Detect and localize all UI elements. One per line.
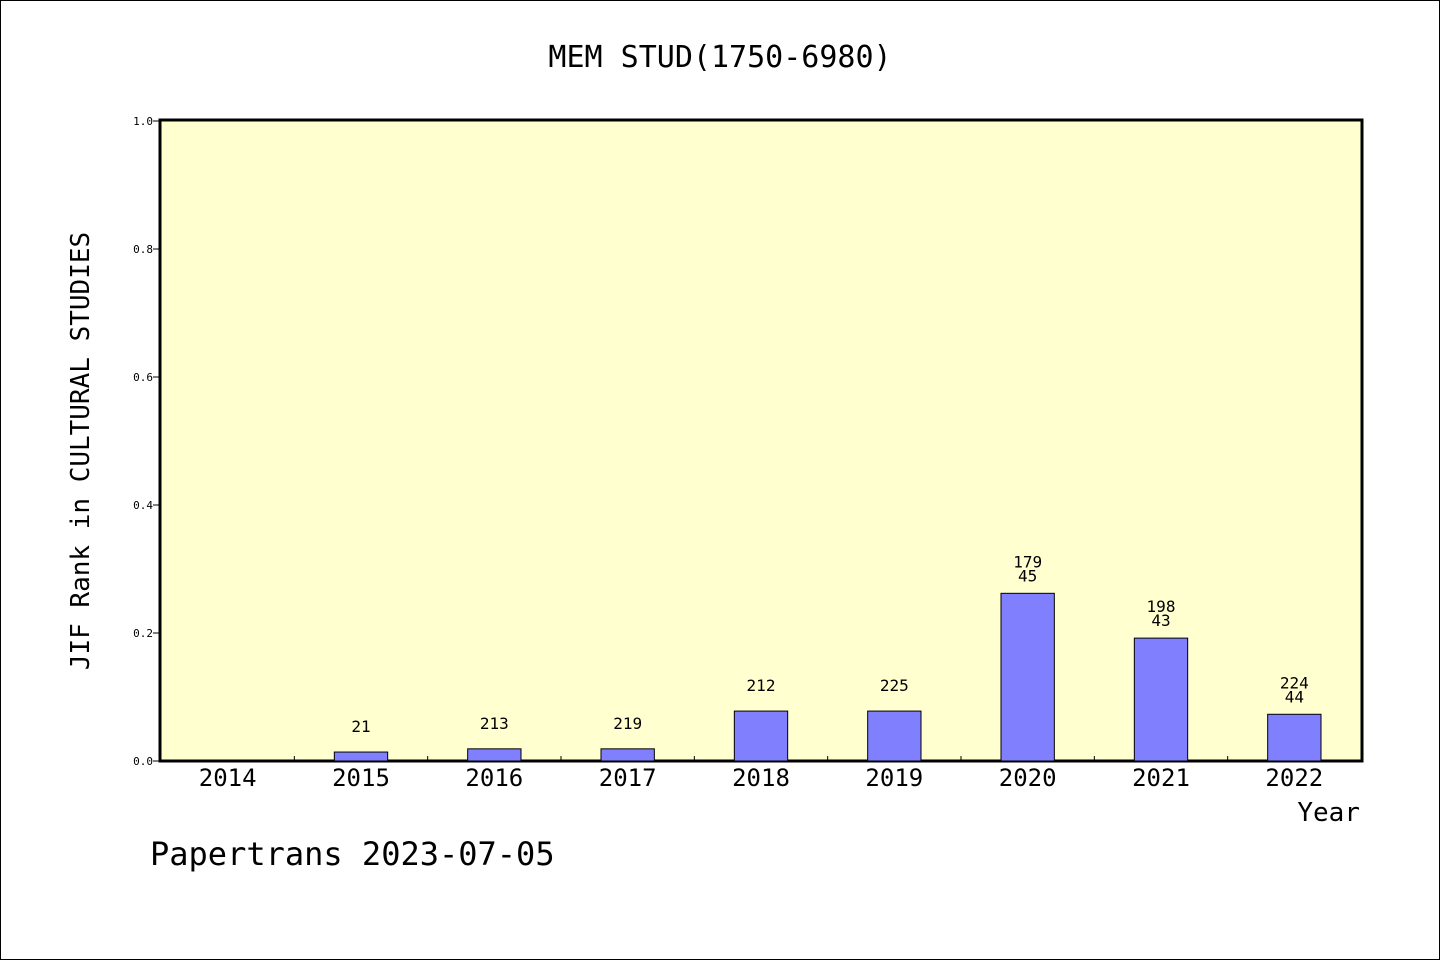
bar-2017: [600, 748, 655, 762]
bar-2015: [333, 751, 389, 762]
bar-label-bottom: 45: [1018, 566, 1037, 585]
bar-label-top: 21: [351, 717, 370, 736]
bar-label-top: 179: [1013, 552, 1042, 571]
y-axis-ticks: 0.0 0.2 0.4 0.6 0.8 1.0: [133, 115, 161, 768]
x-tick-label: 2014: [199, 764, 257, 792]
y-tick-label: 1.0: [133, 115, 153, 128]
bar-2018: [733, 710, 789, 762]
x-tick-label: 2020: [999, 764, 1057, 792]
bar-label-bottom: 43: [1151, 611, 1170, 630]
x-tick-label: 2019: [865, 764, 923, 792]
bar-2020: [1000, 592, 1055, 762]
bar-label-top: 212: [747, 676, 776, 695]
bar-label-bottom: 44: [1285, 687, 1304, 706]
x-axis-ticks: 2014 2015 2016 2017 2018 2019 2020 2021 2022: [199, 756, 1323, 792]
x-tick-label: 2015: [332, 764, 390, 792]
x-axis-label: Year: [1297, 798, 1360, 828]
x-tick-label: 2022: [1265, 764, 1323, 792]
bar-label-top: 219: [613, 714, 642, 733]
bar-2019: [867, 710, 922, 762]
footer-credit: Papertrans 2023-07-05: [150, 835, 555, 873]
y-tick-label: 0.2: [133, 627, 153, 640]
x-tick-label: 2018: [732, 764, 790, 792]
bar-label-top: 198: [1147, 597, 1176, 616]
x-tick-label: 2016: [465, 764, 523, 792]
x-tick-label: 2021: [1132, 764, 1190, 792]
bar-2021: [1133, 637, 1189, 762]
y-tick-label: 0.4: [133, 499, 153, 512]
bar-label-top: 224: [1280, 673, 1309, 692]
bar-2016: [467, 748, 522, 762]
x-tick-label: 2017: [599, 764, 657, 792]
bar-label-top: 225: [880, 676, 909, 695]
y-tick-label: 0.6: [133, 371, 153, 384]
chart-title: MEM STUD(1750-6980): [548, 40, 891, 75]
y-tick-label: 0.0: [133, 755, 153, 768]
y-tick-label: 0.8: [133, 243, 153, 256]
y-axis-label: JIF Rank in CULTURAL STUDIES: [66, 232, 96, 670]
bar-label-top: 213: [480, 714, 509, 733]
bar-2022: [1267, 713, 1322, 762]
